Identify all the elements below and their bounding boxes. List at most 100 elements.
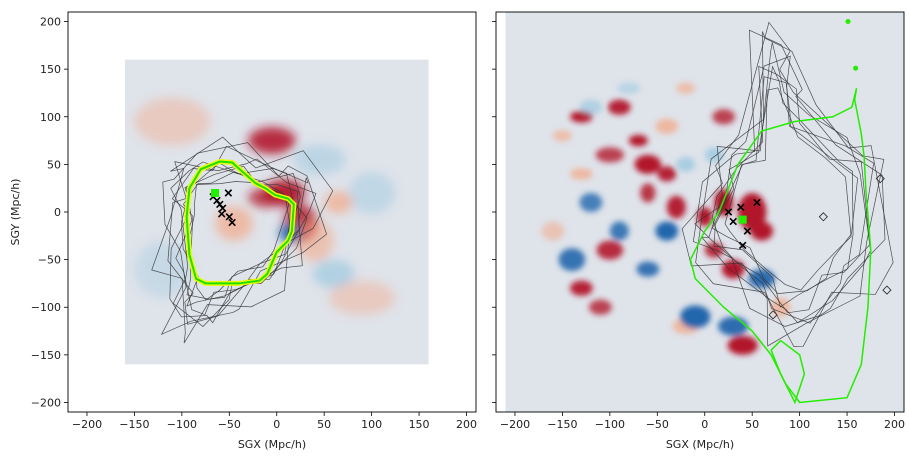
x-tick-label: 50 bbox=[317, 418, 331, 431]
green-dot bbox=[853, 65, 859, 71]
heatmap-blob bbox=[588, 299, 612, 315]
heatmap-blob bbox=[347, 172, 396, 214]
y-tick-label: −200 bbox=[31, 396, 61, 409]
heatmap-blob bbox=[748, 269, 775, 289]
heatmap-blob bbox=[596, 240, 624, 260]
green-contour bbox=[185, 160, 295, 285]
x-tick-label: −200 bbox=[500, 418, 530, 431]
heatmap-blob bbox=[655, 221, 679, 241]
heatmap-blob bbox=[714, 189, 734, 216]
green-loop bbox=[770, 339, 806, 405]
x-tick-label: 100 bbox=[361, 418, 382, 431]
heatmap-blob bbox=[718, 316, 749, 336]
heatmap-blob bbox=[712, 109, 736, 125]
contour-line bbox=[182, 171, 291, 300]
x-marker bbox=[737, 203, 745, 212]
x-marker bbox=[225, 212, 234, 221]
heatmap-blob bbox=[328, 280, 396, 315]
heatmap-blob bbox=[570, 168, 593, 180]
x-tick-label: 0 bbox=[273, 418, 280, 431]
heatmap-blob bbox=[771, 297, 791, 317]
x-tick-label: 100 bbox=[789, 418, 810, 431]
x-tick-label: 150 bbox=[409, 418, 430, 431]
heatmap-blobs bbox=[541, 82, 791, 355]
left-panel: −200 −150 −100 −50 0 50 100 150 200 −200 −150 −100 −… bbox=[9, 11, 477, 451]
y-axis-label: SGY (Mpc/h) bbox=[9, 179, 22, 246]
green-point bbox=[738, 215, 747, 224]
heatmap-blob bbox=[579, 99, 603, 115]
y-tick-label: 200 bbox=[40, 16, 61, 29]
heatmap-blob bbox=[628, 134, 648, 147]
x-tick-label: −50 bbox=[646, 418, 669, 431]
contour-line bbox=[694, 55, 875, 324]
green-dot bbox=[845, 19, 851, 25]
x-marker bbox=[743, 227, 752, 235]
x-tick-label: 50 bbox=[745, 418, 759, 431]
heatmap-blob bbox=[324, 191, 353, 214]
plot-area bbox=[505, 12, 904, 412]
heatmap-blob bbox=[636, 261, 660, 277]
x-marker bbox=[217, 210, 226, 218]
diamond-marker bbox=[875, 174, 885, 184]
heatmap-blob bbox=[579, 192, 603, 213]
green-contour bbox=[689, 88, 872, 404]
heatmap-blob bbox=[666, 195, 686, 219]
heatmap-blob bbox=[134, 97, 211, 146]
x-tick-label: 150 bbox=[837, 418, 858, 431]
x-marker bbox=[724, 208, 733, 216]
x-marker bbox=[228, 218, 236, 227]
heatmap-blob bbox=[541, 221, 565, 241]
x-tick-label: −50 bbox=[218, 418, 241, 431]
x-marker bbox=[738, 241, 747, 250]
heatmap-blobs bbox=[134, 97, 396, 315]
heatmap-blob bbox=[570, 280, 593, 296]
y-tick-label: −150 bbox=[31, 349, 61, 362]
contour-line bbox=[711, 76, 859, 294]
y-tick-label: 50 bbox=[47, 158, 61, 171]
heatmap-blob bbox=[552, 130, 572, 142]
diamond-marker bbox=[768, 310, 778, 320]
plot-area bbox=[124, 59, 429, 365]
contour-line bbox=[711, 65, 871, 314]
diamond-marker bbox=[818, 212, 828, 222]
diamond-marker bbox=[882, 285, 892, 295]
heatmap-blob bbox=[558, 248, 586, 272]
heatmap-blob bbox=[609, 221, 629, 241]
contour-line bbox=[160, 142, 327, 336]
heatmap-blob bbox=[595, 147, 625, 163]
heatmap-blob bbox=[634, 154, 662, 174]
contour-line bbox=[724, 87, 852, 291]
x-marker bbox=[218, 204, 227, 212]
y-tick-label: 0 bbox=[54, 206, 61, 219]
heatmap-blob bbox=[704, 147, 724, 163]
heatmap-blob bbox=[640, 183, 656, 203]
heatmap-blob bbox=[680, 305, 711, 329]
green-point bbox=[211, 188, 220, 197]
contour-line bbox=[151, 136, 334, 344]
contour-lines bbox=[681, 21, 894, 347]
x-marker bbox=[753, 198, 761, 207]
x-tick-label: 0 bbox=[701, 418, 708, 431]
x-tick-label: −100 bbox=[167, 418, 197, 431]
y-tick-label: −50 bbox=[38, 254, 61, 267]
contour-line bbox=[692, 29, 886, 327]
y-tick-label: 100 bbox=[40, 111, 61, 124]
x-axis-label: SGX (Mpc/h) bbox=[666, 438, 734, 451]
heatmap-blob bbox=[617, 82, 641, 94]
heatmap-blob bbox=[657, 166, 677, 182]
x-tick-label: −100 bbox=[595, 418, 625, 431]
x-tick-label: 200 bbox=[884, 418, 905, 431]
heatmap-blob bbox=[248, 127, 296, 154]
heatmap-blob bbox=[292, 144, 347, 175]
heatmap-blob bbox=[750, 221, 774, 241]
y-tick-label: 150 bbox=[40, 63, 61, 76]
heatmap-blob bbox=[312, 259, 355, 289]
heatmap-blob bbox=[607, 99, 631, 115]
right-panel: −200 −150 −100 −50 0 50 100 150 200 SGX (Mpc/h) bbox=[492, 11, 905, 451]
heatmap-blob bbox=[727, 335, 758, 355]
x-marker bbox=[729, 217, 737, 226]
x-tick-label: −200 bbox=[72, 418, 102, 431]
x-axis-label: SGX (Mpc/h) bbox=[238, 438, 306, 451]
y-tick-label: −100 bbox=[31, 301, 61, 314]
